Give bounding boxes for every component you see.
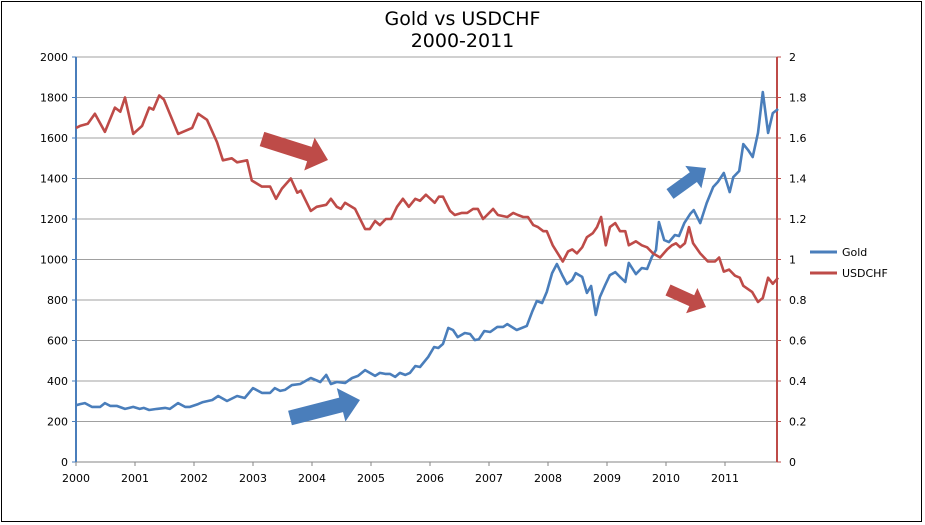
x-tick-label: 2010 xyxy=(652,472,680,485)
trend-arrow-up-right-icon xyxy=(666,165,706,199)
right-tick-label: 1 xyxy=(789,254,796,267)
left-tick-label: 1800 xyxy=(40,92,68,105)
legend-label-gold: Gold xyxy=(842,246,867,259)
left-tick-label: 200 xyxy=(47,416,68,429)
x-tick-label: 2006 xyxy=(416,472,444,485)
right-tick-label: 1.2 xyxy=(789,213,807,226)
x-tick-label: 2009 xyxy=(593,472,621,485)
x-tick-label: 2002 xyxy=(180,472,208,485)
left-tick-label: 2000 xyxy=(40,51,68,64)
right-tick-label: 0.8 xyxy=(789,294,807,307)
x-tick-label: 2003 xyxy=(239,472,267,485)
right-tick-label: 0.6 xyxy=(789,335,807,348)
left-tick-label: 0 xyxy=(61,456,68,469)
right-tick-label: 0 xyxy=(789,456,796,469)
right-tick-label: 1.6 xyxy=(789,132,807,145)
series-line-usdchf xyxy=(75,94,780,304)
right-tick-label: 1.4 xyxy=(789,173,807,186)
right-tick-label: 0.2 xyxy=(789,416,807,429)
left-tick-label: 1600 xyxy=(40,132,68,145)
x-tick-label: 2011 xyxy=(711,472,739,485)
left-tick-label: 800 xyxy=(47,294,68,307)
x-tick-label: 2005 xyxy=(357,472,385,485)
right-tick-label: 2 xyxy=(789,51,796,64)
x-tick-label: 2008 xyxy=(534,472,562,485)
legend-label-usdchf: USDCHF xyxy=(842,267,888,280)
x-tick-label: 2000 xyxy=(62,472,90,485)
trend-arrow-down-right-icon xyxy=(259,131,328,171)
trend-arrow-down-right-icon xyxy=(665,284,706,314)
chart-title-block: Gold vs USDCHF 2000-2011 xyxy=(0,8,925,52)
trend-arrow-up-right-icon xyxy=(288,388,360,426)
chart-subtitle: 2000-2011 xyxy=(410,30,515,52)
right-tick-label: 1.8 xyxy=(789,92,807,105)
series-line-gold xyxy=(75,90,779,412)
left-tick-label: 1400 xyxy=(40,173,68,186)
left-tick-label: 400 xyxy=(47,375,68,388)
x-tick-label: 2001 xyxy=(121,472,149,485)
left-tick-label: 600 xyxy=(47,335,68,348)
left-tick-label: 1000 xyxy=(40,254,68,267)
x-tick-label: 2004 xyxy=(298,472,326,485)
right-tick-label: 0.4 xyxy=(789,375,807,388)
x-tick-label: 2007 xyxy=(475,472,503,485)
left-tick-label: 1200 xyxy=(40,213,68,226)
chart-title: Gold vs USDCHF xyxy=(384,8,541,30)
